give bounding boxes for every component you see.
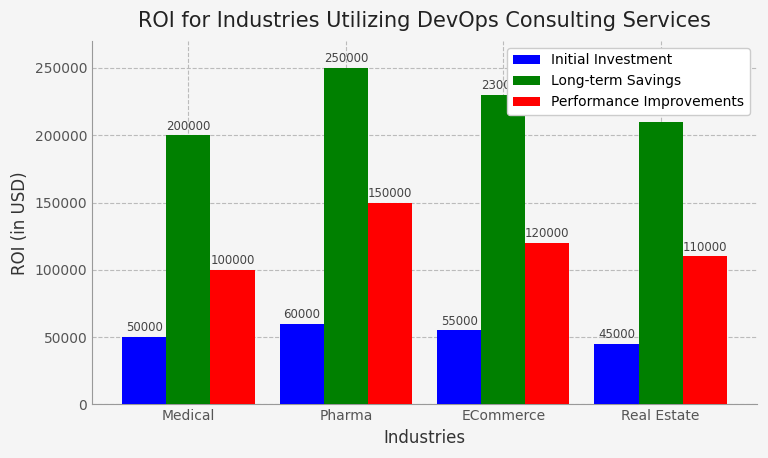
Text: 55000: 55000 (441, 315, 478, 328)
Legend: Initial Investment, Long-term Savings, Performance Improvements: Initial Investment, Long-term Savings, P… (507, 48, 750, 115)
Bar (437, 330, 482, 404)
Y-axis label: ROI (in USD): ROI (in USD) (11, 171, 29, 274)
Text: 120000: 120000 (525, 227, 570, 240)
Bar (638, 122, 683, 404)
Text: 50000: 50000 (126, 322, 163, 334)
Bar (280, 324, 324, 404)
Title: ROI for Industries Utilizing DevOps Consulting Services: ROI for Industries Utilizing DevOps Cons… (138, 11, 711, 31)
Text: 45000: 45000 (598, 328, 635, 341)
Bar (324, 68, 368, 404)
Bar (482, 95, 525, 404)
Bar (122, 337, 167, 404)
Text: 60000: 60000 (283, 308, 320, 321)
Text: 150000: 150000 (368, 187, 412, 200)
Bar (210, 270, 254, 404)
Bar (368, 202, 412, 404)
Bar (525, 243, 569, 404)
Text: 210000: 210000 (638, 106, 683, 119)
Text: 110000: 110000 (683, 241, 727, 254)
X-axis label: Industries: Industries (383, 429, 465, 447)
Bar (167, 135, 210, 404)
Text: 100000: 100000 (210, 254, 255, 267)
Bar (683, 256, 727, 404)
Text: 250000: 250000 (323, 52, 368, 65)
Text: 200000: 200000 (167, 120, 210, 132)
Bar (594, 344, 638, 404)
Text: 230000: 230000 (481, 79, 525, 92)
